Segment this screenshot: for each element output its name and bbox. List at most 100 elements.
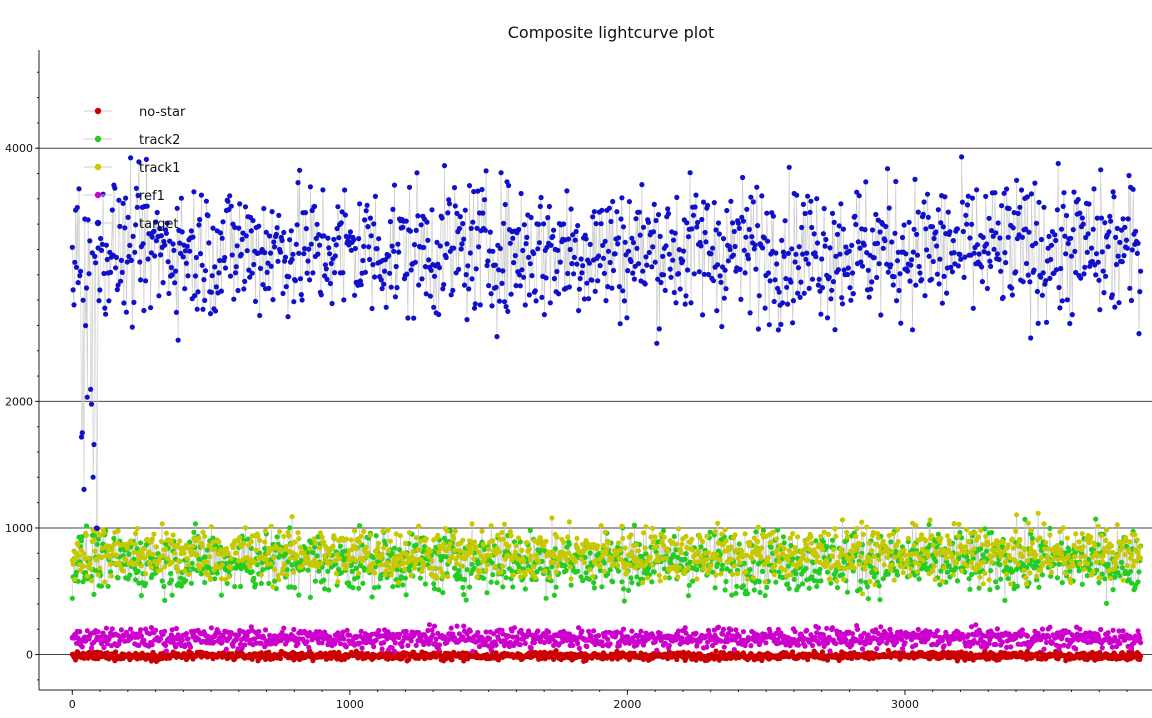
point-track1 [654,544,660,550]
point-track1 [394,558,400,564]
point-ref1 [1077,626,1083,632]
point-track1 [101,530,107,536]
point-track1 [337,555,343,562]
point-track1 [814,553,821,560]
point-track1 [951,521,957,527]
point-track1 [900,570,906,576]
point-track1 [486,546,492,552]
point-track2 [350,585,356,591]
point-ref1 [1099,645,1105,651]
point-track1 [587,567,593,573]
point-track1 [277,529,283,535]
point-track1 [206,542,212,549]
point-track1 [803,542,809,548]
point-track1 [595,543,601,549]
point-track1 [955,533,961,539]
point-track2 [757,589,763,596]
point-ref1 [256,628,262,635]
point-track1 [330,543,336,550]
point-track2 [1128,568,1134,575]
point-track2 [682,556,688,562]
point-track1 [531,564,537,570]
point-track1 [204,559,210,566]
point-track1 [1005,542,1011,548]
point-track1 [869,548,875,554]
point-track1 [944,533,951,539]
point-track1 [510,572,517,578]
point-track1 [609,555,615,562]
point-track1 [397,533,403,539]
point-track1 [916,562,922,568]
point-track2 [1103,600,1110,607]
point-track1 [873,566,879,573]
point-track2 [251,575,257,582]
point-ref1 [163,648,169,654]
point-track1 [501,521,508,527]
point-ref1 [100,630,106,636]
point-track1 [271,555,277,561]
point-track1 [722,527,728,533]
point-track1 [485,562,491,568]
point-track1 [158,538,164,545]
point-ref1 [792,629,798,635]
point-track1 [496,549,503,555]
point-ref1 [763,640,769,646]
point-track1 [977,574,983,580]
point-track1 [927,517,933,523]
point-track1 [785,557,792,563]
point-track2 [463,597,469,603]
point-track1 [431,565,438,572]
point-ref1 [295,641,301,647]
point-track1 [905,535,911,541]
point-track1 [787,535,793,541]
point-track1 [176,558,182,564]
point-ref1 [994,626,1001,632]
point-track1 [901,547,907,553]
point-track1 [950,572,956,578]
point-track1 [735,571,741,577]
point-track1 [712,529,718,535]
point-track2 [888,539,894,545]
point-track1 [876,557,882,563]
point-ref1 [575,640,581,647]
point-track1 [858,553,864,559]
point-ref1 [141,637,147,643]
point-track1 [635,548,642,554]
point-track1 [490,538,496,544]
point-ref1 [941,643,947,649]
point-track1 [272,566,278,573]
point-ref1 [163,642,169,649]
point-track1 [546,574,553,581]
point-track1 [640,580,646,586]
point-track1 [268,523,274,529]
point-ref1 [728,627,734,633]
point-ref1 [902,640,908,646]
point-track1 [615,562,621,569]
point-track1 [283,543,289,549]
point-track1 [985,541,991,547]
point-track2 [312,578,318,584]
point-track1 [363,544,369,550]
point-track1 [208,524,214,530]
point-track1 [186,571,192,578]
point-track1 [435,532,441,539]
point-track1 [190,543,196,549]
point-track2 [307,594,313,601]
point-track1 [925,554,931,560]
point-track2 [671,533,677,540]
point-track1 [445,574,451,580]
point-track2 [712,585,718,591]
point-ref1 [721,644,727,650]
point-track2 [356,585,362,591]
point-track2 [686,582,692,588]
point-track1 [694,576,700,582]
point-track1 [851,565,857,571]
point-track1 [92,548,98,554]
point-track1 [292,539,298,545]
point-track1 [774,536,780,542]
point-ref1 [430,632,436,638]
point-track1 [859,519,865,525]
point-track2 [403,592,409,598]
point-track1 [361,528,367,535]
point-track1 [401,566,408,572]
